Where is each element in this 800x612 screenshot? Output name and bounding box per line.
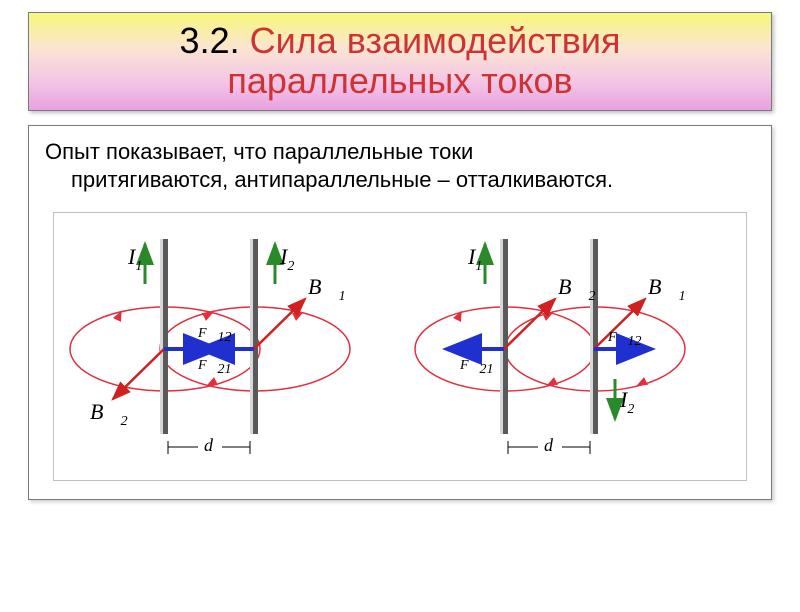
right-panel: I1 I2 B⃗1 B⃗2 F⃗12 F⃗21 [415,239,686,456]
body-line2: притягиваются, антипараллельные – отталк… [71,166,755,194]
diagram-panel: I1 I2 B⃗1 B⃗2 F⃗12 F⃗21 [53,212,747,481]
left-panel: I1 I2 B⃗1 B⃗2 F⃗12 F⃗21 [70,239,350,456]
title-number: 3.2. [180,20,240,61]
f12-label-r: F⃗12 [607,330,641,349]
body-line1: Опыт показывает, что параллельные токи [45,138,755,166]
wire-2 [250,239,258,434]
b2-label-r: B⃗2 [558,274,596,304]
title-line2: параллельных токов [227,60,572,101]
slide-title: 3.2. Сила взаимодействия параллельных то… [28,12,772,111]
d-label-left: d [204,435,214,455]
f21-label: F⃗21 [197,358,231,377]
diagram-svg: I1 I2 B⃗1 B⃗2 F⃗12 F⃗21 [60,219,720,469]
wire-1-r [500,239,508,434]
i1-label-r: I1 [467,244,482,274]
i1-label: I1 [127,244,142,274]
i2-label-r: I2 [619,387,634,417]
b1-label-r: B⃗1 [648,274,686,304]
b1-label: B⃗1 [308,274,346,304]
title-line1: Сила взаимодействия [250,20,621,61]
i2-label: I2 [279,244,294,274]
f21-label-r: F⃗21 [459,358,493,377]
f12-label: F⃗12 [197,326,231,345]
d-label-right: d [544,435,554,455]
body-box: Опыт показывает, что параллельные токи п… [28,125,772,500]
wire-2-r [590,239,598,434]
b2-label: B⃗2 [90,399,128,429]
wire-1 [160,239,168,434]
